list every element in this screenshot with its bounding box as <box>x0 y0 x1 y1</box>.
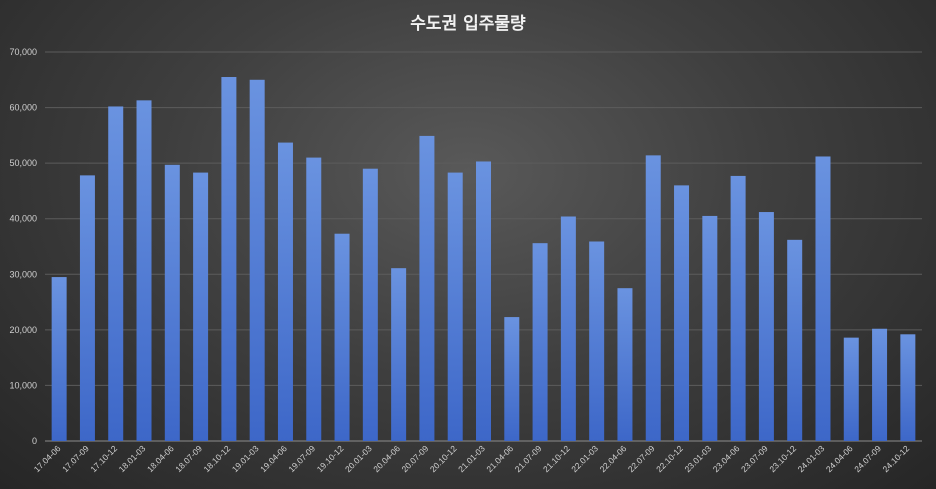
bar <box>193 172 209 441</box>
bar <box>277 142 293 441</box>
x-tick-label: 19.01-03 <box>230 443 261 474</box>
y-axis: 0 10,000 20,000 30,000 40,000 50,000 60,000 70,… <box>9 47 37 446</box>
bar <box>79 175 95 441</box>
x-tick-label: 22.10-12 <box>654 443 685 474</box>
x-tick-label: 22.04-06 <box>598 443 629 474</box>
bar <box>617 288 633 441</box>
x-axis: 17.04-0617.07-0917.10-1218.01-0318.04-06… <box>32 443 912 474</box>
bar <box>136 100 152 442</box>
x-tick-label: 24.10-12 <box>880 443 911 474</box>
x-tick-label: 24.04-06 <box>824 443 855 474</box>
bar <box>447 172 463 441</box>
bar <box>560 216 576 441</box>
bar <box>108 106 124 442</box>
bar <box>362 168 378 441</box>
bar <box>164 164 180 441</box>
y-tick-label: 10,000 <box>9 380 37 390</box>
bar <box>419 135 435 442</box>
bar <box>674 185 690 441</box>
bars <box>51 77 916 442</box>
y-tick-label: 60,000 <box>9 103 37 113</box>
bar <box>645 155 661 441</box>
bar <box>249 79 265 442</box>
x-tick-label: 18.01-03 <box>117 443 148 474</box>
bar <box>306 157 322 442</box>
bar <box>843 337 859 441</box>
x-tick-label: 23.01-03 <box>682 443 713 474</box>
x-tick-label: 23.04-06 <box>711 443 742 474</box>
chart-title: 수도권 입주물량 <box>410 14 526 34</box>
bar <box>51 277 67 441</box>
x-tick-label: 17.04-06 <box>32 443 63 474</box>
x-tick-label: 20.07-09 <box>400 443 431 474</box>
bar <box>815 156 831 441</box>
y-tick-label: 20,000 <box>9 325 37 335</box>
x-tick-label: 20.10-12 <box>428 443 459 474</box>
bar <box>221 77 237 441</box>
x-tick-label: 24.07-09 <box>852 443 883 474</box>
x-tick-label: 18.04-06 <box>145 443 176 474</box>
x-tick-label: 22.07-09 <box>626 443 657 474</box>
y-tick-label: 40,000 <box>9 214 37 224</box>
x-tick-label: 21.07-09 <box>513 443 544 474</box>
bar <box>532 243 548 441</box>
y-tick-label: 70,000 <box>9 47 37 57</box>
x-tick-label: 17.07-09 <box>60 443 91 474</box>
x-tick-label: 23.07-09 <box>739 443 770 474</box>
x-tick-label: 18.10-12 <box>201 443 232 474</box>
bar <box>476 161 491 441</box>
bar <box>787 239 803 441</box>
bar <box>391 268 407 441</box>
bar <box>504 317 520 441</box>
y-tick-label: 50,000 <box>9 158 37 168</box>
x-tick-label: 21.04-06 <box>484 443 515 474</box>
bar <box>702 215 718 441</box>
x-tick-label: 20.04-06 <box>371 443 402 474</box>
x-tick-label: 24.01-03 <box>796 443 827 474</box>
x-tick-label: 22.01-03 <box>569 443 600 474</box>
x-tick-label: 19.10-12 <box>315 443 346 474</box>
bar <box>334 233 350 441</box>
bar <box>589 241 605 441</box>
y-tick-label: 30,000 <box>9 269 37 279</box>
x-tick-label: 21.01-03 <box>456 443 487 474</box>
bar <box>872 328 888 441</box>
y-tick-label: 0 <box>32 436 37 446</box>
bar <box>758 212 774 441</box>
x-tick-label: 19.04-06 <box>258 443 289 474</box>
x-tick-label: 19.07-09 <box>286 443 317 474</box>
bar <box>730 175 746 441</box>
x-tick-label: 23.10-12 <box>767 443 798 474</box>
bar <box>900 334 916 441</box>
x-tick-label: 21.10-12 <box>541 443 572 474</box>
x-tick-label: 18.07-09 <box>173 443 204 474</box>
x-tick-label: 20.01-03 <box>343 443 374 474</box>
x-tick-label: 17.10-12 <box>88 443 119 474</box>
